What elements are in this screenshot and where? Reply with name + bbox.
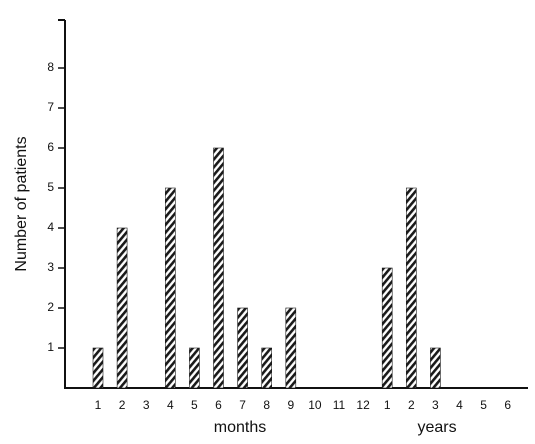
y-tick-label: 2 <box>47 300 54 314</box>
y-tick-label: 7 <box>47 100 54 114</box>
group-label: years <box>417 419 456 436</box>
bar <box>213 147 224 389</box>
x-tick-label: 5 <box>191 398 198 412</box>
bar <box>165 187 176 389</box>
x-tick-label: 3 <box>432 398 439 412</box>
bar <box>405 187 417 389</box>
bar <box>189 347 200 389</box>
bar <box>430 347 441 389</box>
y-axis-label: Number of patients <box>13 136 30 271</box>
bar <box>381 267 393 389</box>
bar <box>261 347 273 389</box>
x-tick-label: 8 <box>263 398 270 412</box>
y-tick-label: 3 <box>47 260 54 274</box>
x-tick-label: 6 <box>215 398 222 412</box>
y-tick-label: 4 <box>47 220 54 234</box>
x-tick-label: 6 <box>504 398 511 412</box>
x-tick-label: 9 <box>287 398 294 412</box>
y-tick-label: 6 <box>47 140 54 154</box>
x-tick-label: 1 <box>95 398 102 412</box>
x-tick-label: 12 <box>356 398 370 412</box>
bar <box>285 307 297 389</box>
x-tick-label: 4 <box>167 398 174 412</box>
bar <box>237 307 248 389</box>
x-tick-label: 1 <box>384 398 391 412</box>
x-tick-label: 3 <box>143 398 150 412</box>
bar <box>116 227 128 389</box>
x-tick-label: 10 <box>308 398 322 412</box>
y-tick-label: 8 <box>47 60 54 74</box>
x-tick-label: 11 <box>333 398 346 412</box>
y-tick-label: 1 <box>47 340 54 354</box>
x-tick-label: 2 <box>119 398 126 412</box>
bar <box>92 347 104 389</box>
x-tick-label: 5 <box>480 398 487 412</box>
x-tick-label: 2 <box>408 398 415 412</box>
x-tick-label: 7 <box>239 398 246 412</box>
group-label: months <box>214 419 266 436</box>
y-tick-label: 5 <box>47 180 54 194</box>
x-tick-label: 4 <box>456 398 463 412</box>
